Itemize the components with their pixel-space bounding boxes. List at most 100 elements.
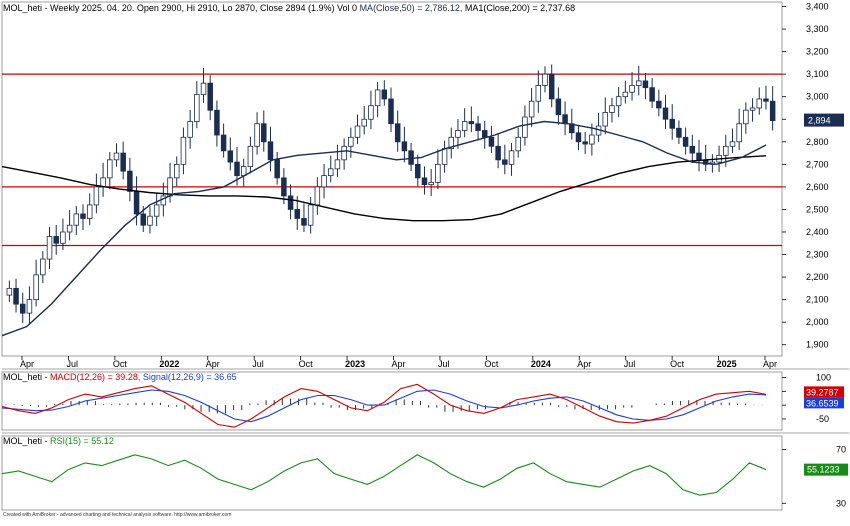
candle-body [763,98,769,102]
price-header-prefix: MOL_heti - Weekly 2025. 04. 20. Open 290… [3,3,360,13]
candle-body [327,168,334,177]
x-tick-label: Oct [299,359,314,369]
candle-body [622,91,629,98]
x-tick-label: Oct [484,359,499,369]
candle-body [401,141,408,152]
macd-header: MOL_heti - MACD(12,26) = 39.28, Signal(1… [3,372,237,382]
x-tick-label: Apr [20,359,34,369]
macd-last-badge [804,386,844,398]
x-tick-label: Apr [577,359,591,369]
candle-body [602,112,609,127]
candle-body [26,299,33,314]
candle-body [388,98,394,125]
rsi-header: MOL_heti - RSI(15) = 55.12 [3,436,114,446]
candle-body [508,150,515,165]
candle-body [743,109,749,125]
candle-body [635,80,642,86]
x-tick-label: Jul [252,359,264,369]
signal-line [1,389,767,423]
candle-body [528,100,535,118]
y-tick-label: 1,900 [806,340,829,350]
candle-body [348,136,354,147]
candle-body [689,145,696,154]
x-tick-label: Apr [763,359,777,369]
rsi-y-tick-label: 70 [836,444,846,454]
candle-body [107,159,113,179]
candle-body [589,134,595,145]
ma50-line [1,120,767,337]
candle-body [261,123,267,143]
rsi-line [1,454,767,496]
rsi-last-label: 55.1233 [807,465,840,475]
ma50-header: MA(Close,50) = 2,786.12, [360,3,465,13]
candle-body [60,231,66,244]
candle-body [696,152,702,161]
candle-body [488,136,495,147]
candle-body [80,213,86,219]
candle-body [167,177,173,197]
candle-body [562,114,568,125]
y-tick-label: 2,500 [806,204,829,214]
candle-body [13,287,19,305]
candle-body [341,145,347,161]
candle-body [676,127,682,138]
y-tick-label: 2,000 [806,317,829,327]
ma200-header: MA1(Close,200) = 2,737.68 [465,3,575,13]
candle-body [642,80,649,89]
x-tick-label: Oct [670,359,685,369]
candle-body [33,274,39,301]
panel-frame-3 [1,435,783,511]
candle-body [555,98,562,116]
candle-body [649,87,655,102]
candle-body [173,163,180,179]
candle-body [40,258,46,276]
x-tick-label: 2023 [345,359,365,369]
candle-body [522,116,528,138]
panel-frame-1 [1,1,783,357]
y-tick-label: 2,600 [806,182,829,192]
candle-body [100,177,106,188]
candle-body [73,213,80,226]
candle-body [66,224,73,233]
candle-body [227,150,234,163]
candle-body [448,136,455,149]
candle-body [421,177,428,186]
candle-body [669,118,675,129]
y-tick-label: 2,100 [806,295,829,305]
candle-body [247,145,254,167]
candle-body [46,236,53,260]
candle-body [582,141,588,145]
x-tick-label: 2024 [531,359,551,369]
candle-body [301,218,307,226]
y-tick-label: 3,100 [806,69,829,79]
candle-body [314,186,321,206]
y-tick-label: 3,400 [806,2,829,12]
candle-body [374,89,381,107]
candle-body [207,82,213,111]
candle-body [354,125,361,138]
candle-body [19,303,26,314]
y-tick-label: 2,300 [806,250,829,260]
candle-body [187,121,193,138]
candle-body [408,150,414,165]
candle-body [428,181,434,186]
candle-body [615,96,622,107]
x-tick-label: 2022 [159,359,179,369]
signal-last-badge [804,397,844,409]
candle-body [769,100,776,122]
last-price-label: 2,894 [808,116,831,126]
x-tick-label: 2025 [717,359,737,369]
candle-body [200,82,207,95]
ma200-line [1,155,767,222]
candle-body [113,152,120,161]
candle-body [629,85,635,93]
candle-body [274,159,280,179]
candle-body [307,204,314,226]
macd-y-tick-label: 100 [816,373,831,383]
candle-body [475,123,481,131]
y-tick-label: 3,000 [806,92,829,102]
candle-body [394,123,401,143]
candle-body [86,204,93,219]
